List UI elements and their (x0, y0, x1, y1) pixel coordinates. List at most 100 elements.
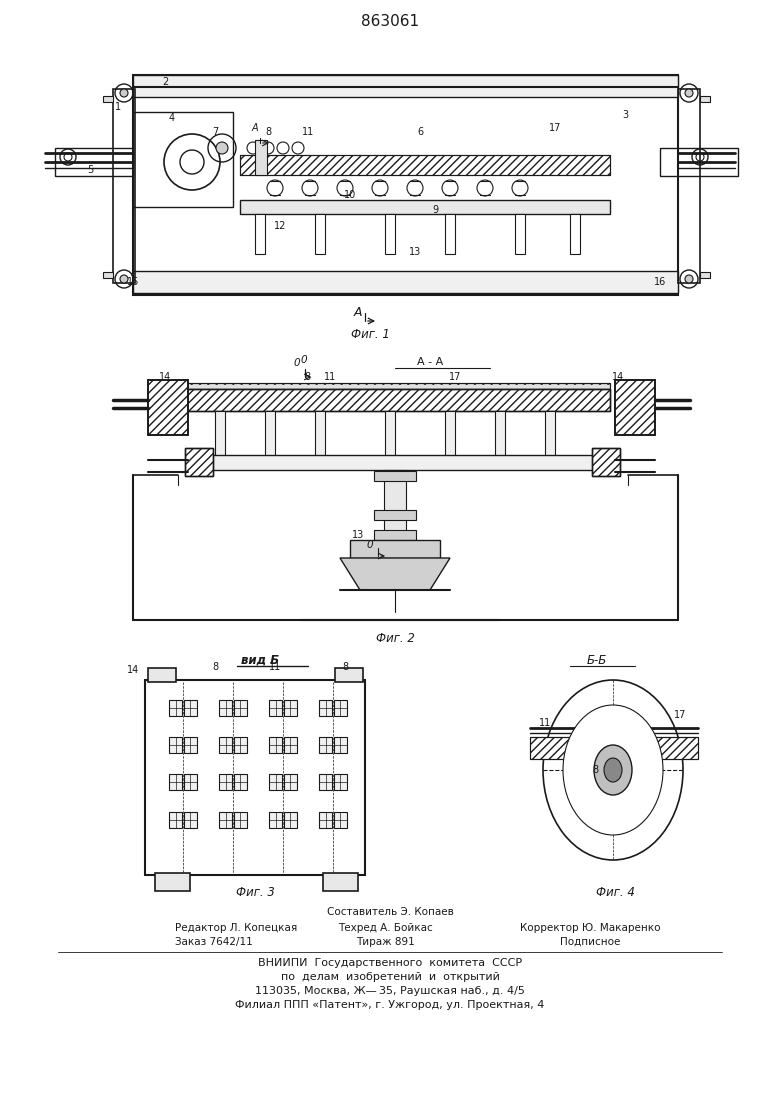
Text: вид Б: вид Б (241, 653, 279, 666)
Text: Тираж 891: Тираж 891 (356, 938, 414, 947)
Text: Фиг. 2: Фиг. 2 (375, 632, 414, 644)
Circle shape (302, 180, 318, 196)
Text: 14: 14 (159, 372, 171, 382)
Bar (648, 737, 698, 759)
Bar (219, 700, 232, 716)
Bar (319, 774, 332, 790)
Bar (269, 700, 282, 716)
Bar (169, 700, 182, 716)
Text: 12: 12 (274, 221, 286, 231)
Bar (660, 148, 738, 176)
Text: 8: 8 (265, 127, 271, 137)
Bar (545, 411, 555, 459)
Bar (334, 700, 347, 716)
Bar (155, 872, 190, 891)
Bar (184, 700, 197, 716)
Bar (185, 383, 610, 389)
Bar (530, 737, 580, 759)
Bar (495, 411, 505, 459)
Bar (133, 113, 233, 207)
Text: 13: 13 (352, 531, 364, 540)
Text: 17: 17 (549, 124, 561, 133)
Bar (319, 812, 332, 828)
Bar (184, 774, 197, 790)
Bar (350, 540, 440, 558)
Text: Б-Б: Б-Б (587, 653, 607, 666)
Circle shape (685, 89, 693, 97)
Bar (184, 737, 197, 753)
Bar (148, 381, 188, 435)
Bar (269, 812, 282, 828)
Circle shape (512, 180, 528, 196)
Bar (445, 214, 455, 254)
Bar (240, 156, 610, 175)
Bar (592, 448, 620, 476)
Bar (219, 812, 232, 828)
Text: A: A (354, 307, 362, 320)
Bar (284, 774, 297, 790)
Text: 17: 17 (674, 710, 686, 720)
Bar (133, 75, 678, 97)
Bar (315, 411, 325, 459)
Bar (334, 812, 347, 828)
Bar (215, 411, 225, 459)
Bar (148, 381, 188, 435)
Text: 8: 8 (304, 372, 310, 382)
Bar (335, 668, 363, 682)
Text: 14: 14 (127, 665, 139, 675)
Text: 5: 5 (87, 165, 93, 175)
Text: 16: 16 (654, 277, 666, 287)
Text: 13: 13 (409, 247, 421, 257)
Bar (530, 737, 580, 759)
Text: Редактор Л. Копецкая: Редактор Л. Копецкая (175, 923, 297, 933)
Bar (103, 96, 113, 101)
Bar (284, 812, 297, 828)
Bar (240, 156, 610, 175)
Circle shape (407, 180, 423, 196)
Circle shape (216, 142, 228, 154)
Bar (515, 214, 525, 254)
Bar (648, 737, 698, 759)
Bar (219, 737, 232, 753)
Bar (103, 272, 113, 278)
Bar (234, 812, 247, 828)
Bar (55, 148, 133, 176)
Ellipse shape (594, 745, 632, 795)
Text: Фиг. 4: Фиг. 4 (596, 886, 634, 899)
Ellipse shape (604, 758, 622, 782)
Bar (185, 389, 610, 411)
Text: Филиал ППП «Патент», г. Ужгород, ул. Проектная, 4: Филиал ППП «Патент», г. Ужгород, ул. Про… (236, 1000, 544, 1010)
Circle shape (120, 89, 128, 97)
Bar (133, 271, 678, 293)
Bar (700, 272, 710, 278)
Text: 0: 0 (294, 358, 300, 368)
Text: 17: 17 (448, 372, 461, 382)
Bar (385, 411, 395, 459)
Text: 14: 14 (612, 372, 624, 382)
Circle shape (372, 180, 388, 196)
Bar (219, 774, 232, 790)
Bar (185, 448, 213, 476)
Bar (255, 140, 267, 175)
Text: 11: 11 (302, 127, 314, 137)
Text: 2: 2 (162, 77, 168, 87)
Text: Фиг. 3: Фиг. 3 (236, 886, 275, 899)
Bar (113, 89, 135, 283)
Text: 11: 11 (324, 372, 336, 382)
Text: 3: 3 (622, 110, 628, 120)
Bar (319, 737, 332, 753)
Text: 15: 15 (127, 277, 139, 287)
Circle shape (477, 180, 493, 196)
Bar (592, 448, 620, 476)
Bar (284, 700, 297, 716)
Text: A - A: A - A (417, 357, 443, 367)
Text: 113035, Москва, Ж— 35, Раушская наб., д. 4/5: 113035, Москва, Ж— 35, Раушская наб., д.… (255, 986, 525, 996)
Bar (234, 774, 247, 790)
Bar (700, 96, 710, 101)
Bar (133, 75, 678, 295)
Bar (269, 737, 282, 753)
Ellipse shape (543, 681, 683, 860)
Text: Техред А. Бойкас: Техред А. Бойкас (338, 923, 432, 933)
Text: 10: 10 (344, 190, 356, 200)
Text: 6: 6 (417, 127, 423, 137)
